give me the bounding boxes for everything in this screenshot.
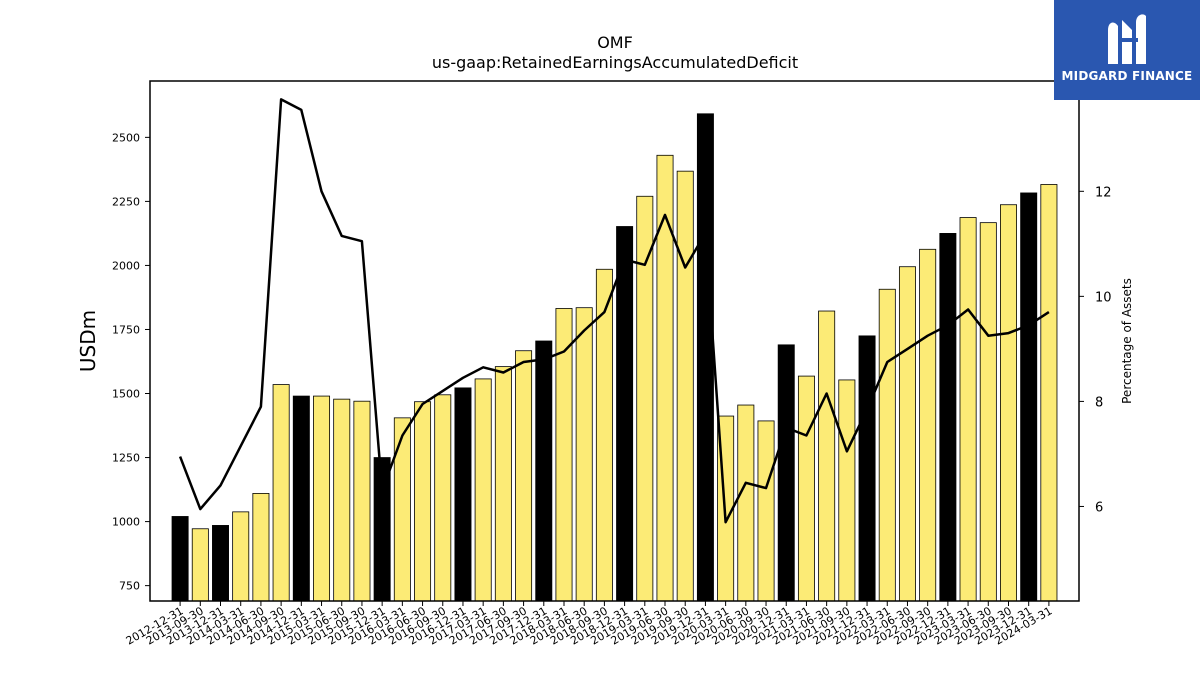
bar-2023-09-30 xyxy=(1000,204,1017,602)
bar-2022-09-30 xyxy=(919,248,937,602)
y2-tick-label: 6 xyxy=(1095,500,1103,515)
bar-2021-09-30 xyxy=(838,379,856,602)
bar-2015-03-31 xyxy=(313,395,331,602)
bar-2021-06-30 xyxy=(818,310,836,602)
bar-2018-06-30 xyxy=(575,307,593,602)
bar-2017-03-31 xyxy=(474,378,492,602)
bar-2015-06-30 xyxy=(333,398,351,602)
bar-2018-09-30 xyxy=(595,268,613,602)
bar-2018-12-31 xyxy=(616,226,634,602)
bar-2013-09-30 xyxy=(191,528,209,602)
y-axis-label: USDm xyxy=(76,310,100,372)
bar-2023-03-31 xyxy=(959,217,977,602)
bar-2017-12-31 xyxy=(535,340,553,602)
percentage-line xyxy=(178,98,1050,524)
bar-2014-06-30 xyxy=(252,493,270,602)
plot-frame xyxy=(149,80,1080,602)
y-tick-label: 2250 xyxy=(112,195,140,208)
y-tick-label: 2500 xyxy=(112,131,140,144)
y-tick-label: 1250 xyxy=(112,452,140,465)
bar-2021-03-31 xyxy=(797,375,815,602)
bar-2022-03-31 xyxy=(878,288,896,602)
bar-2019-03-31 xyxy=(636,195,654,602)
logo-mark-icon xyxy=(1108,14,1146,64)
bar-2016-03-31 xyxy=(393,417,411,602)
bar-2019-09-30 xyxy=(676,170,694,602)
bar-2017-09-30 xyxy=(515,350,533,602)
bar-2024-03-31 xyxy=(1040,184,1058,602)
bar-2020-12-31 xyxy=(777,344,795,602)
chart-title: OMF xyxy=(597,33,633,52)
bar-2014-03-31 xyxy=(232,511,250,602)
y-tick-label: 1000 xyxy=(112,516,140,529)
logo-text: MIDGARD FINANCE xyxy=(1061,69,1193,83)
bar-2014-12-31 xyxy=(292,395,310,602)
bar-2022-06-30 xyxy=(898,266,916,602)
bar-2021-12-31 xyxy=(858,335,876,602)
bar-2020-06-30 xyxy=(737,404,755,602)
bar-2022-12-31 xyxy=(939,233,957,602)
bar-2016-06-30 xyxy=(414,401,432,602)
y-tick-label: 1750 xyxy=(112,323,140,336)
bar-2015-09-30 xyxy=(353,400,371,602)
bar-2012-12-31 xyxy=(171,516,189,602)
bar-2020-09-30 xyxy=(757,420,775,602)
y2-tick-label: 10 xyxy=(1095,290,1112,305)
y-tick-label: 2000 xyxy=(112,259,140,272)
brand-logo: MIDGARD FINANCE xyxy=(1054,0,1200,100)
y2-tick-label: 8 xyxy=(1095,395,1103,410)
y2-tick-label: 12 xyxy=(1095,185,1112,200)
chart-subtitle: us-gaap:RetainedEarningsAccumulatedDefic… xyxy=(432,53,798,72)
bar-2019-12-31 xyxy=(696,113,714,602)
y2-axis-label: Percentage of Assets xyxy=(1120,278,1134,404)
bar-2023-06-30 xyxy=(979,222,997,602)
y-tick-label: 750 xyxy=(119,580,140,593)
y-tick-label: 1500 xyxy=(112,388,140,401)
bar-2013-12-31 xyxy=(212,525,229,602)
bar-2014-09-30 xyxy=(272,384,290,602)
bar-2017-06-30 xyxy=(494,366,512,602)
bar-2023-12-31 xyxy=(1020,192,1038,602)
bar-2016-12-31 xyxy=(454,387,472,602)
bar-2019-06-30 xyxy=(656,154,674,602)
bar-2016-09-30 xyxy=(434,394,452,602)
